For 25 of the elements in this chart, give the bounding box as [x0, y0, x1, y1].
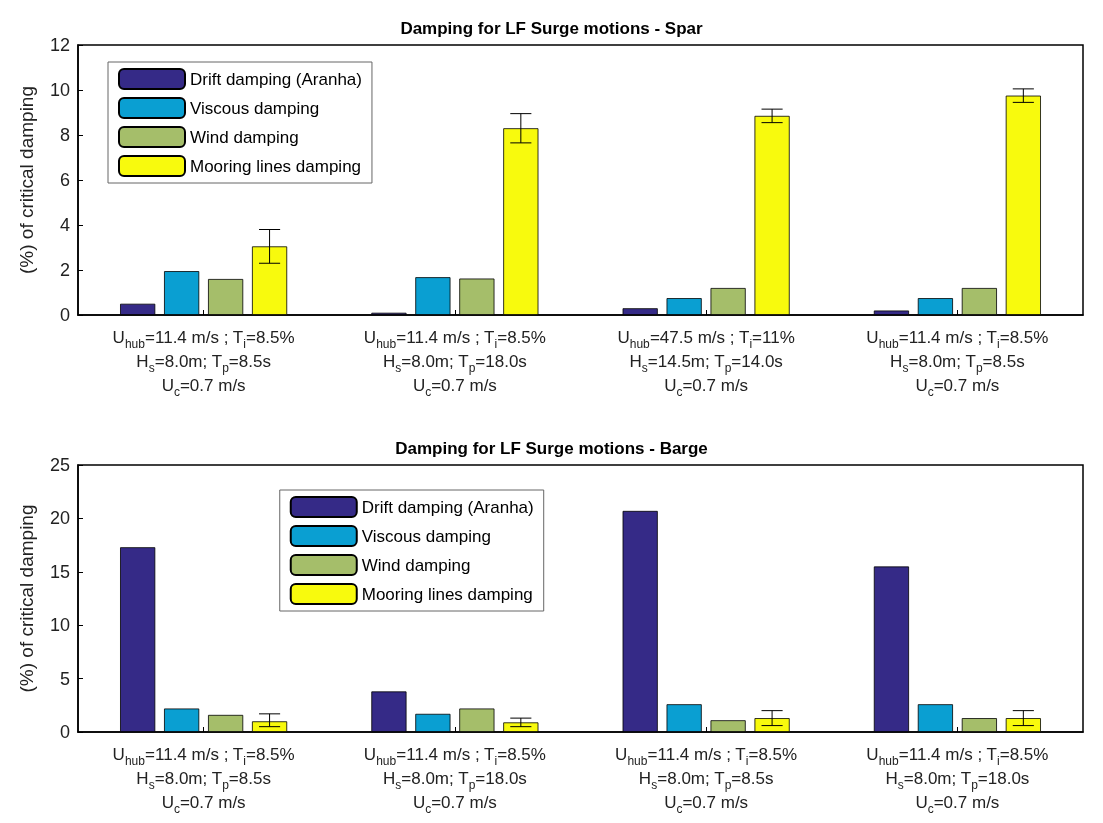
legend-label: Mooring lines damping	[190, 156, 362, 176]
y-axis-title: (%) of critical damping	[16, 504, 37, 693]
y-tick-label: 0	[59, 722, 70, 742]
y-tick-label: 8	[59, 125, 70, 145]
y-tick-label: 2	[59, 260, 70, 280]
legend-label: Viscous damping	[361, 526, 491, 546]
y-axis-title: (%) of critical damping	[16, 86, 37, 274]
y-tick-label: 20	[49, 508, 70, 529]
legend-label: Mooring lines damping	[361, 584, 533, 604]
y-tick-label: 0	[59, 305, 70, 325]
y-tick-label: 4	[59, 215, 70, 235]
chart-title: Damping for LF Surge motions - Barge	[395, 439, 708, 458]
y-tick-label: 12	[49, 35, 70, 55]
y-tick-label: 15	[49, 561, 70, 582]
y-tick-label: 10	[49, 615, 70, 636]
legend-label: Wind damping	[190, 127, 299, 147]
legend-label: Drift damping (Aranha)	[190, 69, 362, 89]
y-tick-label: 5	[59, 668, 70, 689]
legend-label: Drift damping (Aranha)	[361, 497, 534, 517]
legend-label: Wind damping	[361, 555, 471, 575]
y-tick-label: 25	[49, 455, 70, 475]
y-tick-label: 10	[49, 80, 70, 100]
y-tick-label: 6	[59, 170, 70, 190]
legend-label: Viscous damping	[190, 98, 320, 118]
chart-title: Damping for LF Surge motions - Spar	[400, 19, 703, 38]
